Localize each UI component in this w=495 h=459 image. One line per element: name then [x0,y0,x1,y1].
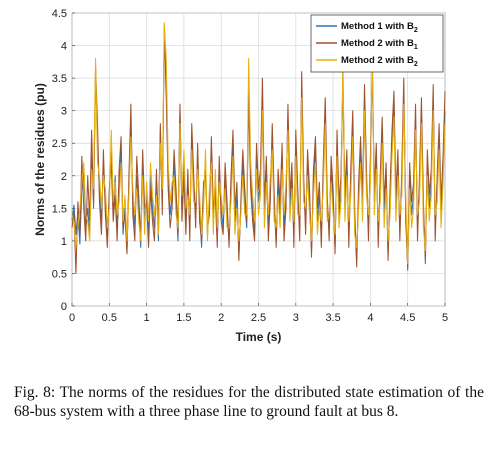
y-tick-label: 3.5 [52,73,67,85]
y-tick-label: 0 [61,301,67,313]
x-tick-label: 0.5 [102,312,117,324]
y-tick-label: 2.5 [52,138,67,150]
x-tick-label: 4 [367,312,373,324]
x-tick-label: 2 [218,312,224,324]
x-tick-label: 3 [293,312,299,324]
legend: Method 1 with B2 Method 2 with B1 Method 2… [310,14,444,73]
grid-lines [71,12,446,307]
y-tick-label: 1.5 [52,203,67,215]
x-tick-label: 1.5 [176,312,191,324]
series-lines [71,22,446,274]
figure-caption: Fig. 8: The norms of the residues for th… [14,384,484,420]
y-tick-label: 0.5 [52,268,67,280]
series-line-method2-b1 [71,25,446,274]
y-tick-label: 3 [61,106,67,118]
legend-entry: Method 2 with B1 [341,38,418,51]
x-tick-label: 1 [144,312,150,324]
y-tick-labels: 0 0.5 1 1.5 2 2.5 3 3.5 4 4.5 [52,8,67,313]
x-axis-label: Time (s) [236,330,282,344]
x-tick-label: 4.5 [400,312,415,324]
x-tick-label: 0 [69,312,75,324]
x-tick-label: 5 [442,312,448,324]
y-axis-label: Norms of the residues (pu) [33,83,47,236]
y-tick-label: 4.5 [52,8,67,20]
legend-entry: Method 2 with B2 [341,55,418,68]
x-tick-label: 3.5 [325,312,340,324]
x-tick-labels: 0 0.5 1 1.5 2 2.5 3 3.5 4 4.5 5 [69,312,448,324]
y-tick-label: 1 [61,236,67,248]
series-line-method2-b2 [71,22,446,265]
x-tick-label: 2.5 [251,312,266,324]
y-tick-label: 2 [61,171,67,183]
legend-entry: Method 1 with B2 [341,21,418,34]
residue-norm-chart: 0 0.5 1 1.5 2 2.5 3 3.5 4 4.5 5 0 0.5 1 1.5 2 2.5 3 3.5 4 4… [33,8,448,344]
y-tick-label: 4 [61,41,67,53]
